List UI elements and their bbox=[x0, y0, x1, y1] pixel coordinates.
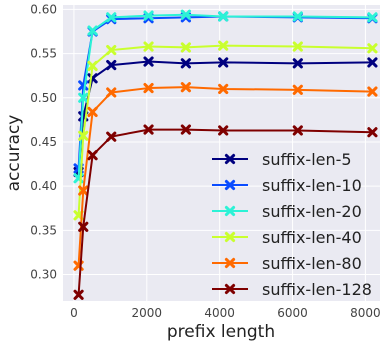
legend-label: suffix-len-80 bbox=[262, 254, 362, 273]
data-point bbox=[292, 125, 303, 136]
legend-label: suffix-len-40 bbox=[262, 228, 362, 247]
data-point bbox=[180, 42, 191, 53]
series-group bbox=[73, 9, 378, 300]
data-point bbox=[87, 106, 98, 118]
data-point bbox=[87, 60, 98, 72]
y-tick-label: 0.60 bbox=[30, 2, 57, 16]
data-point bbox=[367, 86, 378, 97]
series-suffix-len-40 bbox=[73, 40, 378, 221]
legend-marker bbox=[224, 153, 236, 165]
legend-marker bbox=[224, 205, 236, 217]
legend-label: suffix-len-20 bbox=[262, 202, 362, 221]
legend: suffix-len-5 suffix-len-10 suffix-len-20 su… bbox=[212, 150, 372, 299]
data-point bbox=[87, 25, 98, 36]
legend-marker bbox=[224, 231, 236, 243]
data-point bbox=[218, 83, 229, 95]
x-tick-labels: 0 2000 4000 6000 8000 bbox=[70, 306, 381, 320]
data-point bbox=[180, 58, 191, 69]
data-point bbox=[218, 40, 229, 51]
legend-entry: suffix-len-20 bbox=[212, 202, 362, 221]
series-suffix-len-80 bbox=[73, 82, 378, 271]
data-point bbox=[143, 124, 154, 135]
y-tick-label: 0.35 bbox=[30, 223, 57, 237]
data-point bbox=[218, 11, 229, 22]
legend-marker bbox=[224, 179, 236, 191]
data-point bbox=[292, 41, 303, 52]
x-tick-label: 2000 bbox=[132, 306, 163, 320]
data-point bbox=[78, 185, 89, 196]
y-tick-label: 0.40 bbox=[30, 179, 57, 193]
data-point bbox=[218, 57, 229, 68]
legend-entry: suffix-len-128 bbox=[212, 280, 372, 299]
legend-entry: suffix-len-40 bbox=[212, 228, 362, 247]
data-point bbox=[292, 11, 303, 22]
data-point bbox=[106, 87, 117, 98]
x-tick-label: 6000 bbox=[277, 306, 308, 320]
x-tick-label: 0 bbox=[70, 306, 78, 320]
y-tick-label: 0.55 bbox=[30, 47, 57, 61]
data-point bbox=[78, 130, 89, 141]
data-point bbox=[180, 82, 191, 93]
legend-marker bbox=[224, 283, 236, 295]
data-point bbox=[292, 58, 303, 69]
data-point bbox=[73, 289, 84, 300]
x-axis-label: prefix length bbox=[167, 322, 275, 342]
grid-lines bbox=[63, 5, 380, 301]
data-point bbox=[218, 125, 229, 136]
data-point bbox=[292, 84, 303, 95]
y-tick-labels: 0.30 0.35 0.40 0.45 0.50 0.55 0.60 bbox=[30, 2, 57, 281]
legend-entry: suffix-len-10 bbox=[212, 176, 362, 195]
data-point bbox=[143, 82, 154, 94]
legend-entry: suffix-len-5 bbox=[212, 150, 352, 169]
y-axis-label: accuracy bbox=[4, 115, 24, 192]
data-point bbox=[367, 43, 378, 54]
data-point bbox=[143, 10, 154, 21]
data-point bbox=[143, 56, 154, 67]
data-point bbox=[87, 150, 98, 161]
x-tick-label: 8000 bbox=[350, 306, 381, 320]
series-suffix-len-128 bbox=[73, 124, 378, 300]
data-point bbox=[367, 12, 378, 23]
data-point bbox=[180, 124, 191, 135]
data-point bbox=[367, 127, 378, 138]
data-point bbox=[367, 57, 378, 68]
legend-label: suffix-len-10 bbox=[262, 176, 362, 195]
data-point bbox=[106, 12, 117, 23]
y-tick-label: 0.30 bbox=[30, 267, 57, 281]
data-point bbox=[106, 59, 117, 71]
legend-marker bbox=[224, 257, 236, 269]
series-suffix-len-20 bbox=[73, 9, 378, 184]
y-tick-label: 0.50 bbox=[30, 91, 57, 105]
data-point bbox=[106, 131, 117, 142]
legend-entry: suffix-len-80 bbox=[212, 254, 362, 273]
data-point bbox=[106, 44, 117, 56]
data-point bbox=[78, 92, 89, 103]
data-point bbox=[143, 41, 154, 52]
legend-label: suffix-len-128 bbox=[262, 280, 372, 299]
legend-label: suffix-len-5 bbox=[262, 150, 352, 169]
data-point bbox=[180, 9, 191, 20]
y-tick-label: 0.45 bbox=[30, 135, 57, 149]
x-tick-label: 4000 bbox=[204, 306, 235, 320]
data-point bbox=[78, 221, 89, 232]
